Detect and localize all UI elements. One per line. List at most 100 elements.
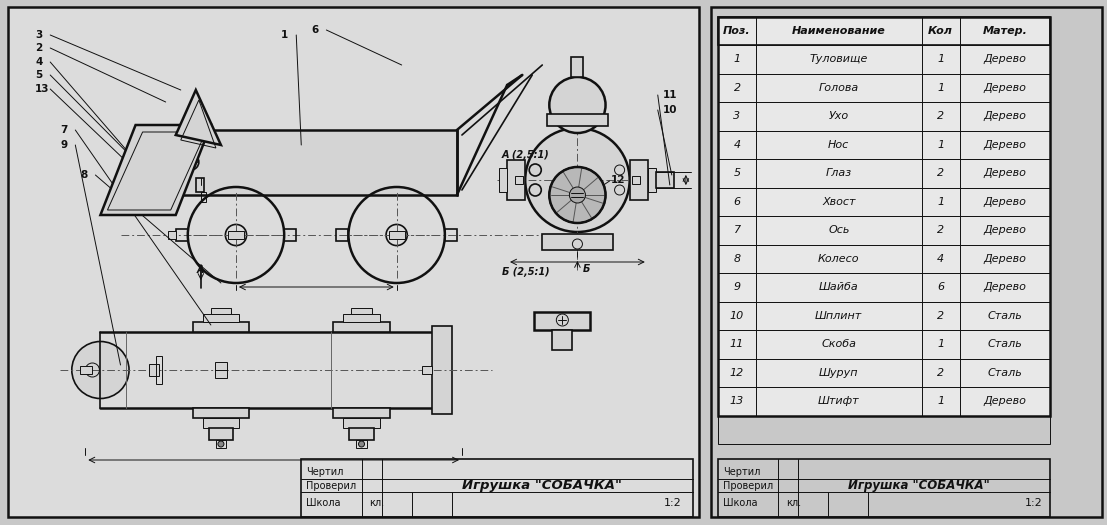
Bar (718, 301, 1049, 330)
Text: Кол: Кол (928, 26, 953, 36)
Text: Дерево: Дерево (983, 140, 1026, 150)
Text: Шплинт: Шплинт (815, 311, 862, 321)
Bar (210, 308, 231, 314)
Text: 5: 5 (35, 70, 42, 80)
Text: Наименование: Наименование (792, 26, 886, 36)
Bar (148, 364, 158, 376)
Text: Колесо: Колесо (818, 254, 859, 264)
Bar (515, 176, 524, 184)
Bar (632, 176, 640, 184)
Bar (718, 459, 1049, 517)
Bar (507, 160, 525, 200)
Bar (196, 178, 204, 192)
Bar (718, 74, 1049, 102)
Bar (176, 229, 188, 241)
Text: 1: 1 (937, 396, 944, 406)
Text: кл.: кл. (786, 498, 801, 508)
Text: 6: 6 (734, 197, 741, 207)
Bar (718, 387, 1049, 415)
Circle shape (529, 164, 541, 176)
Circle shape (183, 154, 199, 170)
Bar (209, 428, 232, 440)
Bar (718, 16, 1049, 415)
Bar (193, 322, 249, 332)
Bar (337, 229, 349, 241)
Text: 13: 13 (730, 396, 744, 406)
Bar (718, 45, 1049, 74)
Text: Дерево: Дерево (983, 396, 1026, 406)
Text: Дерево: Дерево (983, 254, 1026, 264)
Bar (499, 168, 507, 192)
Bar (216, 440, 226, 448)
Bar (333, 322, 390, 332)
Text: 6: 6 (311, 25, 319, 35)
Bar (333, 408, 390, 418)
Circle shape (549, 77, 606, 133)
Text: А: А (197, 265, 205, 275)
Text: 5: 5 (734, 168, 741, 178)
Text: 4: 4 (734, 140, 741, 150)
Text: 9: 9 (734, 282, 741, 292)
Text: Дерево: Дерево (983, 168, 1026, 178)
Text: 10: 10 (730, 311, 744, 321)
Bar (718, 131, 1049, 159)
Text: Нос: Нос (828, 140, 849, 150)
Text: 1: 1 (937, 83, 944, 93)
Text: Глаз: Глаз (826, 168, 852, 178)
Bar (156, 356, 162, 384)
Circle shape (359, 441, 364, 447)
Text: Сталь: Сталь (987, 368, 1022, 378)
Text: 12: 12 (611, 175, 625, 185)
Bar (718, 187, 1049, 216)
Text: Скоба: Скоба (821, 339, 857, 349)
Circle shape (529, 184, 541, 196)
Circle shape (72, 341, 130, 398)
Circle shape (126, 151, 155, 179)
Text: 9: 9 (60, 140, 68, 150)
Bar (552, 330, 572, 350)
Text: 10: 10 (663, 105, 677, 115)
Text: 1: 1 (937, 197, 944, 207)
Text: Сталь: Сталь (987, 339, 1022, 349)
Bar (81, 366, 92, 374)
Bar (200, 192, 206, 202)
Text: 11: 11 (730, 339, 744, 349)
Bar (203, 314, 239, 322)
Text: 1: 1 (937, 140, 944, 150)
Text: 6: 6 (937, 282, 944, 292)
Bar (718, 216, 1049, 245)
Bar (350, 428, 373, 440)
Text: Дерево: Дерево (983, 54, 1026, 64)
Bar (176, 130, 457, 195)
Text: Чертил: Чертил (723, 467, 761, 477)
Bar (343, 418, 380, 428)
Text: 2: 2 (937, 225, 944, 235)
Circle shape (549, 167, 606, 223)
Text: 8: 8 (81, 170, 87, 180)
Circle shape (525, 128, 630, 232)
Text: Ухо: Ухо (829, 111, 849, 121)
Text: Поз.: Поз. (723, 26, 751, 36)
Text: 8: 8 (734, 254, 741, 264)
Bar (215, 362, 227, 378)
Text: Ось: Ось (828, 225, 849, 235)
Text: 1: 1 (937, 54, 944, 64)
Text: 7: 7 (734, 225, 741, 235)
Circle shape (569, 187, 586, 203)
Text: 11: 11 (663, 90, 677, 100)
Bar (422, 366, 432, 374)
Bar (718, 245, 1049, 273)
Text: Игрушка "СОБАЧКА": Игрушка "СОБАЧКА" (463, 478, 622, 491)
Text: Проверил: Проверил (723, 481, 773, 491)
Bar (193, 408, 249, 418)
Text: Сталь: Сталь (987, 311, 1022, 321)
Text: Школа: Школа (723, 498, 757, 508)
Text: 1: 1 (937, 339, 944, 349)
Text: Б (2,5:1): Б (2,5:1) (503, 267, 550, 277)
Text: Дерево: Дерево (983, 83, 1026, 93)
Bar (630, 160, 648, 200)
Text: Шуруп: Шуруп (819, 368, 859, 378)
Text: 2: 2 (937, 168, 944, 178)
Text: 2: 2 (937, 111, 944, 121)
Text: 4: 4 (35, 57, 42, 67)
